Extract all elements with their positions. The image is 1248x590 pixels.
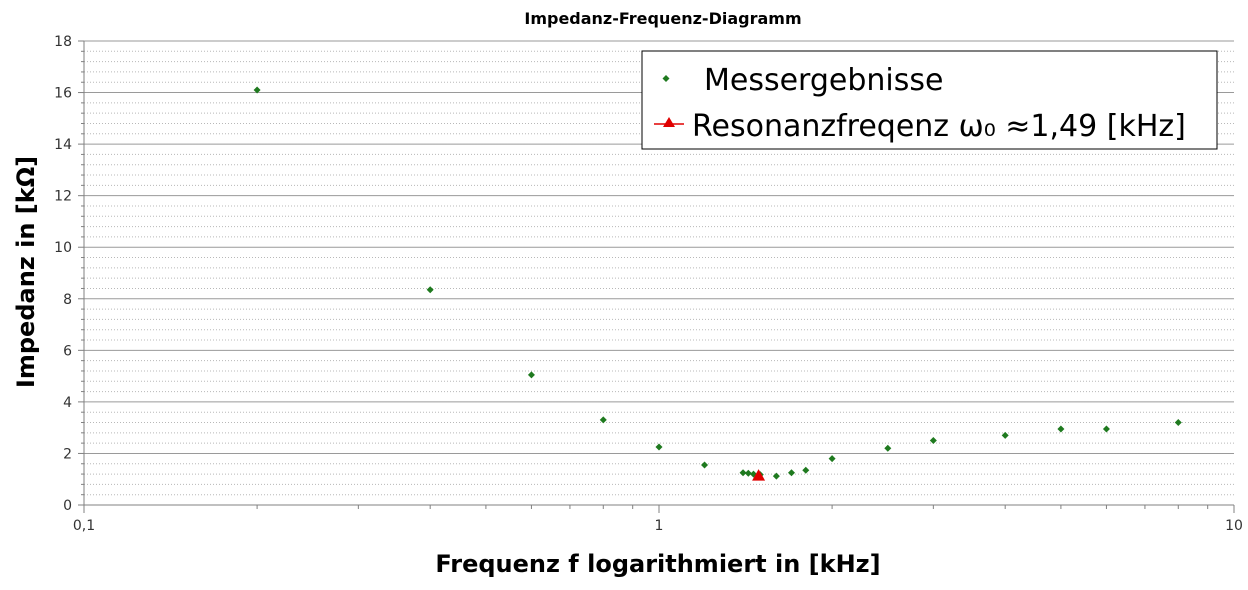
grid (84, 40, 1234, 496)
data-point-messergebnis (1001, 431, 1009, 439)
y-tick-label: 0 (63, 498, 72, 514)
data-point-messergebnis (802, 466, 810, 474)
y-tick-label: 18 (54, 34, 72, 50)
x-tick-labels: 0,1 1 10 (73, 518, 1243, 534)
data-point-resonance (752, 469, 766, 481)
x-tick-label: 1 (655, 518, 664, 534)
x-axis-label: Frequenz f logarithmiert in [kHz] (435, 550, 880, 578)
data-point-messergebnis (788, 469, 796, 477)
x-tick-label: 0,1 (73, 518, 95, 534)
data-point-messergebnis (599, 416, 607, 424)
data-point-messergebnis (828, 455, 836, 463)
data-point-messergebnis (655, 443, 663, 451)
legend-diamond-icon (662, 75, 670, 82)
data-point-messergebnis (739, 469, 747, 477)
data-point-messergebnis (701, 461, 709, 469)
y-axis-label: Impedanz in [kΩ] (12, 156, 40, 388)
y-tick-label: 14 (54, 137, 72, 153)
data-point-messergebnis (744, 469, 752, 477)
y-tick-label: 8 (63, 292, 72, 308)
data-point-messergebnis (527, 371, 535, 379)
data-point-messergebnis (253, 86, 261, 94)
legend: Messergebnisse Resonanzfreqenz ω₀ ≈1,49 … (641, 50, 1218, 150)
data-point-messergebnis (1102, 425, 1110, 433)
legend-triangle-icon (663, 117, 675, 127)
data-point-messergebnis (1057, 425, 1065, 433)
y-tick-label: 6 (63, 343, 72, 359)
chart-title: Impedanz-Frequenz-Diagramm (524, 9, 801, 28)
y-tick-label: 12 (54, 189, 72, 205)
x-tick-label: 10 (1225, 518, 1243, 534)
data-points (253, 86, 1182, 481)
y-tick-label: 10 (54, 240, 72, 256)
y-tick-label: 16 (54, 86, 72, 102)
y-tick-labels: 0 2 4 6 8 10 12 14 16 18 (54, 34, 72, 514)
data-point-messergebnis (1174, 419, 1182, 427)
data-point-messergebnis (426, 286, 434, 294)
data-point-messergebnis (884, 444, 892, 452)
data-point-messergebnis (929, 437, 937, 445)
legend-label-messergebnisse: Messergebnisse (704, 63, 943, 98)
y-tick-label: 2 (63, 446, 72, 462)
legend-label-resonanzfrequenz: Resonanzfreqenz ω₀ ≈1,49 [kHz] (692, 109, 1186, 144)
legend-box (641, 50, 1218, 150)
data-point-messergebnis (772, 472, 780, 480)
y-tick-label: 4 (63, 395, 72, 411)
axes (78, 40, 1235, 513)
